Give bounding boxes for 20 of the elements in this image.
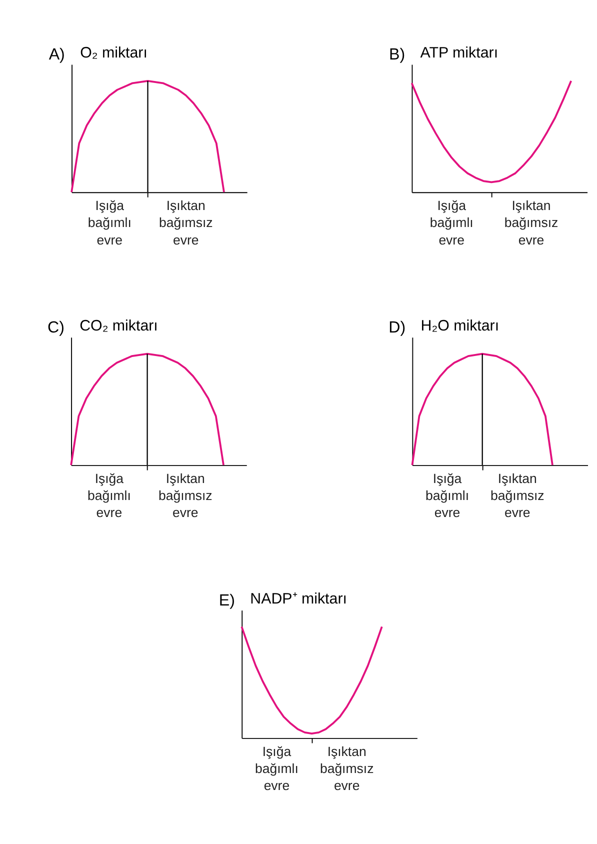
text: Işığa bağımlı evre	[87, 471, 131, 520]
text: Işıktan bağımsız evre	[504, 198, 558, 248]
text: Işığa bağımlı evre	[254, 744, 298, 794]
y-axis-title: NADP⁺ miktarı	[250, 590, 347, 608]
chart-title: B)	[389, 45, 406, 64]
text: Işıktan bağımsız evre	[158, 198, 213, 248]
y-axis-title: ATP miktarı	[420, 44, 498, 62]
y-axis-title: CO₂ miktarı	[80, 318, 158, 335]
text: Işığa bağımlı evre	[426, 471, 470, 520]
y-axis-title: O₂ miktarı	[80, 44, 148, 62]
chart-title: A)	[48, 45, 65, 64]
text: Işıktan bağımsız evre	[158, 471, 212, 520]
text: Işığa bağımlı evre	[88, 198, 132, 248]
chart-title: C)	[47, 318, 64, 336]
text: Işıktan bağımsız evre	[320, 744, 374, 794]
chart-title: E)	[218, 591, 236, 610]
text: Işıktan bağımsız evre	[490, 471, 544, 520]
text: Işığa bağımlı evre	[430, 198, 474, 248]
chart-title: D)	[388, 318, 406, 336]
y-axis-title: H₂O miktarı	[420, 318, 500, 335]
